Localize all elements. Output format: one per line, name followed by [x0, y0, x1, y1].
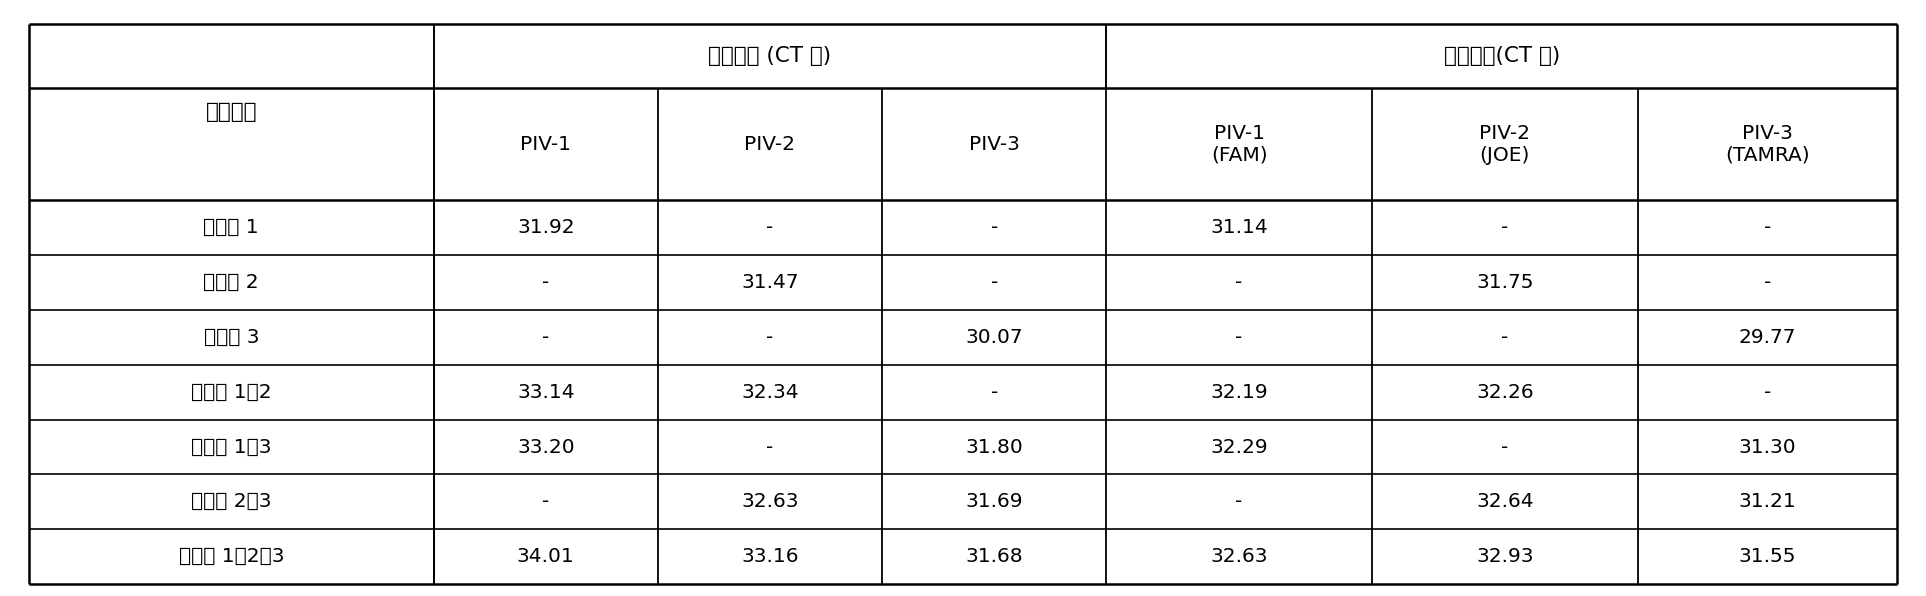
- Text: 31.14: 31.14: [1210, 218, 1267, 237]
- Text: 30.07: 30.07: [965, 328, 1023, 347]
- Text: -: -: [1235, 273, 1242, 292]
- Text: -: -: [541, 273, 549, 292]
- Text: 32.93: 32.93: [1475, 547, 1533, 566]
- Text: 33.16: 33.16: [742, 547, 799, 566]
- Text: -: -: [1500, 328, 1508, 347]
- Text: 副流感 1、2、3: 副流感 1、2、3: [179, 547, 283, 566]
- Text: 副流感 1、3: 副流感 1、3: [191, 437, 272, 457]
- Text: -: -: [1764, 383, 1772, 402]
- Text: -: -: [1235, 492, 1242, 511]
- Text: -: -: [767, 437, 774, 457]
- Text: 32.19: 32.19: [1210, 383, 1267, 402]
- Text: -: -: [990, 383, 998, 402]
- Text: 32.26: 32.26: [1475, 383, 1533, 402]
- Text: 31.21: 31.21: [1739, 492, 1797, 511]
- Text: -: -: [541, 492, 549, 511]
- Text: 32.34: 32.34: [742, 383, 799, 402]
- Text: PIV-3
(TAMRA): PIV-3 (TAMRA): [1726, 124, 1810, 164]
- Text: -: -: [1764, 273, 1772, 292]
- Text: 32.64: 32.64: [1475, 492, 1533, 511]
- Text: -: -: [541, 328, 549, 347]
- Text: 34.01: 34.01: [516, 547, 574, 566]
- Text: 阳性模板: 阳性模板: [206, 102, 256, 122]
- Text: 29.77: 29.77: [1739, 328, 1797, 347]
- Text: PIV-3: PIV-3: [969, 135, 1019, 154]
- Text: 单重试剂 (CT 値): 单重试剂 (CT 値): [709, 46, 832, 66]
- Text: 副流感 3: 副流感 3: [204, 328, 258, 347]
- Text: -: -: [990, 273, 998, 292]
- Text: 32.63: 32.63: [742, 492, 799, 511]
- Text: 31.75: 31.75: [1475, 273, 1533, 292]
- Text: 31.69: 31.69: [965, 492, 1023, 511]
- Text: 32.29: 32.29: [1210, 437, 1267, 457]
- Text: -: -: [767, 328, 774, 347]
- Text: 32.63: 32.63: [1210, 547, 1267, 566]
- Text: 副流感 1: 副流感 1: [204, 218, 260, 237]
- Text: 副流感 2: 副流感 2: [204, 273, 260, 292]
- Text: 31.80: 31.80: [965, 437, 1023, 457]
- Text: 33.14: 33.14: [516, 383, 574, 402]
- Text: 31.92: 31.92: [516, 218, 574, 237]
- Text: 31.30: 31.30: [1739, 437, 1797, 457]
- Text: PIV-1: PIV-1: [520, 135, 572, 154]
- Text: 副流感 2、3: 副流感 2、3: [191, 492, 272, 511]
- Text: -: -: [767, 218, 774, 237]
- Text: -: -: [1235, 328, 1242, 347]
- Text: PIV-2: PIV-2: [745, 135, 795, 154]
- Text: 31.68: 31.68: [965, 547, 1023, 566]
- Text: 多重试剂(CT 値): 多重试剂(CT 値): [1444, 46, 1560, 66]
- Text: 31.47: 31.47: [742, 273, 799, 292]
- Text: 31.55: 31.55: [1739, 547, 1797, 566]
- Text: PIV-1
(FAM): PIV-1 (FAM): [1211, 124, 1267, 164]
- Text: 33.20: 33.20: [516, 437, 574, 457]
- Text: -: -: [1764, 218, 1772, 237]
- Text: -: -: [1500, 218, 1508, 237]
- Text: 副流感 1、2: 副流感 1、2: [191, 383, 272, 402]
- Text: -: -: [1500, 437, 1508, 457]
- Text: -: -: [990, 218, 998, 237]
- Text: PIV-2
(JOE): PIV-2 (JOE): [1479, 124, 1531, 164]
